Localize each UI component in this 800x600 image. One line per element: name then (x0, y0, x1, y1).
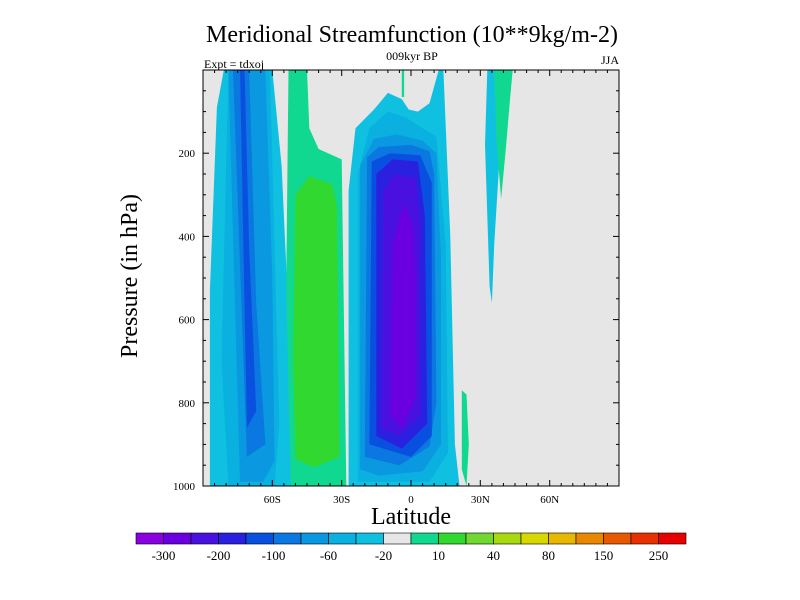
y-tick-label: 400 (179, 231, 196, 243)
colorbar-swatch (273, 532, 302, 545)
colorbar-swatch (190, 532, 219, 545)
colorbar-label: -60 (320, 548, 337, 563)
colorbar-label: 10 (432, 548, 445, 563)
colorbar-label: 250 (649, 548, 669, 563)
colorbar-label: 40 (487, 548, 500, 563)
x-axis-label: Latitude (371, 504, 451, 530)
colorbar-swatch (548, 532, 577, 545)
colorbar-label: 150 (594, 548, 614, 563)
colorbar-label: -20 (375, 548, 392, 563)
x-tick-label: 0 (408, 494, 414, 506)
y-tick-label: 800 (179, 398, 196, 410)
y-axis-ticks: 200 400 600 800 1000 (173, 90, 619, 493)
contour-band-sh-negative-band-5 (240, 70, 257, 428)
x-axis-ticks: 60S 30S 0 30N 60N (214, 70, 608, 506)
colorbar-swatch (328, 532, 357, 545)
colorbar-swatch (465, 532, 494, 545)
colorbar-swatch (355, 532, 384, 545)
contour-band-nh-tropical-sliver (461, 390, 469, 486)
contour-band-sh-positive-inner (293, 176, 340, 468)
colorbar-swatch (410, 532, 439, 545)
y-tick-label: 1000 (173, 481, 196, 493)
colorbar-swatch (630, 532, 659, 545)
colorbar-label: 80 (542, 548, 555, 563)
colorbar-swatch (438, 532, 467, 545)
x-tick-label: 30S (333, 494, 350, 506)
x-tick-label: 30N (471, 494, 490, 506)
colorbar-swatch (135, 532, 164, 545)
colorbar-swatch (493, 532, 522, 545)
contour-band-nh-subtropical-outer (485, 70, 511, 303)
colorbar-swatch (603, 532, 632, 545)
contour-band-eq-cell-band-8 (390, 203, 416, 428)
colorbar-swatch (245, 532, 274, 545)
colorbar-swatch (163, 532, 192, 545)
y-tick-label: 200 (179, 148, 196, 160)
x-tick-label: 60N (540, 494, 559, 506)
chart-subtitle: 009kyr BP (386, 49, 438, 63)
chart-title: Meridional Streamfunction (10**9kg/m-2) (206, 22, 618, 48)
colorbar-label: -200 (207, 548, 231, 563)
colorbar-label: -300 (152, 548, 176, 563)
colorbar-label: -100 (262, 548, 286, 563)
y-axis-label: Pressure (in hPa) (117, 194, 143, 358)
colorbar-swatch (300, 532, 329, 545)
experiment-label: Expt = tdxoj (204, 57, 264, 71)
colorbar-swatch (520, 532, 549, 545)
x-tick-label: 60S (264, 494, 281, 506)
colorbar-swatch (658, 532, 687, 545)
season-label: JJA (601, 53, 619, 67)
contour-bands (209, 70, 513, 486)
contour-band-eq-upper-wisp (401, 70, 405, 97)
colorbar-swatch (218, 532, 247, 545)
colorbar-swatch (575, 532, 604, 545)
contour-band-nh-subtropical-inner (494, 70, 513, 199)
y-tick-label: 600 (179, 315, 196, 327)
colorbar: -300 -200 -100 -60 -20 10 40 80 150 250 (135, 532, 687, 563)
colorbar-swatch (383, 532, 412, 545)
